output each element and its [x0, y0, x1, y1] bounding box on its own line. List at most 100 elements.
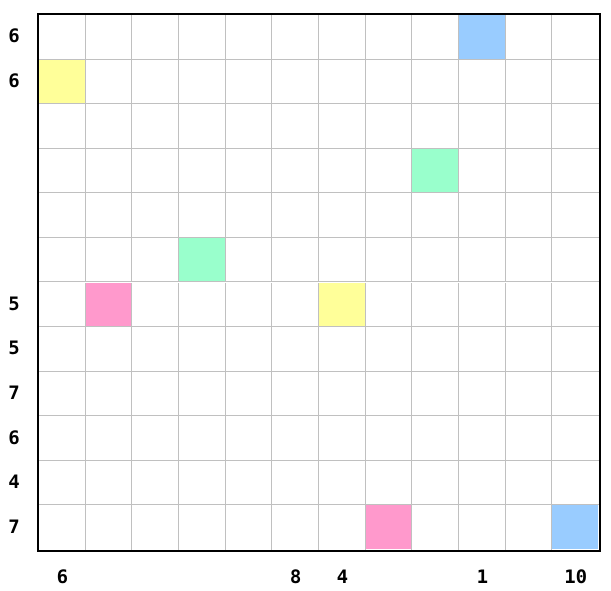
filled-cell[interactable]: [179, 237, 225, 282]
grid-cell-r7-c11[interactable]: [552, 327, 599, 372]
grid-cell-r1-c6[interactable]: [319, 59, 366, 105]
grid-cell-r4-c9[interactable]: [459, 193, 506, 238]
grid-cell-r9-c9[interactable]: [459, 416, 506, 461]
grid-cell-r2-c10[interactable]: [505, 104, 553, 149]
grid-cell-r6-c3[interactable]: [179, 282, 226, 328]
grid-cell-r8-c11[interactable]: [552, 372, 599, 417]
grid-cell-r1-c10[interactable]: [505, 59, 553, 105]
grid-cell-r4-c5[interactable]: [272, 193, 319, 238]
grid-cell-r7-c9[interactable]: [459, 327, 506, 372]
filled-cell[interactable]: [552, 505, 598, 549]
grid-cell-r8-c2[interactable]: [132, 371, 179, 417]
grid-cell-r4-c4[interactable]: [225, 193, 273, 238]
grid-cell-r9-c4[interactable]: [225, 416, 273, 461]
grid-cell-r2-c4[interactable]: [225, 104, 273, 149]
filled-cell[interactable]: [365, 505, 412, 549]
grid-cell-r7-c10[interactable]: [505, 327, 553, 372]
grid-cell-r1-c8[interactable]: [412, 59, 459, 105]
grid-cell-r8-c10[interactable]: [505, 371, 553, 417]
filled-cell[interactable]: [319, 282, 365, 327]
grid-cell-r7-c5[interactable]: [272, 327, 319, 372]
grid-cell-r6-c5[interactable]: [272, 282, 319, 328]
grid-cell-r1-c7[interactable]: [365, 59, 413, 105]
grid-cell-r2-c9[interactable]: [459, 104, 506, 149]
grid-cell-r9-c8[interactable]: [412, 416, 459, 461]
grid-cell-r6-c6[interactable]: [319, 282, 366, 328]
grid-cell-r2-c11[interactable]: [552, 104, 599, 149]
grid-cell-r4-c2[interactable]: [132, 193, 179, 238]
grid-cell-r7-c0[interactable]: [39, 327, 86, 372]
grid-cell-r3-c1[interactable]: [85, 148, 133, 194]
grid-cell-r9-c11[interactable]: [552, 416, 599, 461]
grid-cell-r7-c3[interactable]: [179, 327, 226, 372]
grid-cell-r4-c3[interactable]: [179, 193, 226, 238]
grid-cell-r11-c5[interactable]: [272, 505, 319, 550]
grid-cell-r9-c0[interactable]: [39, 416, 86, 461]
grid-cell-r8-c3[interactable]: [179, 371, 226, 417]
grid-cell-r8-c7[interactable]: [365, 371, 413, 417]
grid-cell-r9-c6[interactable]: [319, 416, 366, 461]
grid-cell-r9-c7[interactable]: [365, 416, 413, 461]
grid-cell-r9-c3[interactable]: [179, 416, 226, 461]
grid-cell-r5-c9[interactable]: [459, 237, 506, 283]
grid-cell-r5-c3[interactable]: [179, 237, 226, 283]
grid-cell-r2-c3[interactable]: [179, 104, 226, 149]
grid-cell-r2-c7[interactable]: [365, 104, 413, 149]
filled-cell[interactable]: [412, 148, 458, 193]
grid-cell-r7-c6[interactable]: [319, 327, 366, 372]
grid-cell-r2-c5[interactable]: [272, 104, 319, 149]
grid-cell-r11-c4[interactable]: [226, 505, 273, 550]
grid-cell-r9-c10[interactable]: [505, 416, 553, 461]
grid-cell-r8-c6[interactable]: [319, 371, 366, 417]
grid-cell-r8-c9[interactable]: [459, 371, 506, 417]
grid-cell-r6-c1[interactable]: [85, 282, 133, 328]
grid-cell-r0-c10[interactable]: [505, 15, 553, 60]
grid-cell-r8-c0[interactable]: [39, 371, 86, 417]
grid-cell-r3-c9[interactable]: [459, 148, 506, 194]
grid-cell-r2-c1[interactable]: [85, 104, 133, 149]
grid-cell-r0-c8[interactable]: [412, 15, 459, 60]
grid-cell-r4-c6[interactable]: [319, 193, 366, 238]
grid-cell-r0-c4[interactable]: [225, 15, 273, 60]
grid-cell-r5-c4[interactable]: [225, 237, 273, 283]
grid-cell-r6-c9[interactable]: [459, 282, 506, 328]
grid-cell-r0-c7[interactable]: [365, 15, 413, 60]
grid-cell-r4-c8[interactable]: [412, 193, 459, 238]
grid-cell-r1-c3[interactable]: [179, 59, 226, 105]
grid-cell-r6-c2[interactable]: [132, 282, 179, 328]
grid-cell-r9-c1[interactable]: [85, 416, 133, 461]
grid-cell-r1-c9[interactable]: [459, 59, 506, 105]
grid-cell-r3-c3[interactable]: [179, 148, 226, 194]
grid-cell-r6-c7[interactable]: [365, 282, 413, 328]
grid-cell-r2-c6[interactable]: [319, 104, 366, 149]
filled-cell[interactable]: [85, 282, 132, 327]
grid-cell-r6-c10[interactable]: [505, 282, 553, 328]
grid-cell-r0-c1[interactable]: [85, 15, 133, 60]
grid-cell-r11-c3[interactable]: [179, 505, 226, 550]
grid-cell-r5-c7[interactable]: [365, 237, 413, 283]
grid-cell-r7-c7[interactable]: [365, 327, 413, 372]
grid-cell-r10-c3[interactable]: [179, 460, 226, 506]
grid-cell-r4-c10[interactable]: [505, 193, 553, 238]
grid-cell-r11-c6[interactable]: [319, 505, 366, 550]
grid-cell-r3-c5[interactable]: [272, 148, 319, 194]
grid-cell-r10-c2[interactable]: [132, 460, 179, 506]
grid-cell-r4-c1[interactable]: [85, 193, 133, 238]
grid-cell-r0-c6[interactable]: [319, 15, 366, 60]
grid-cell-r7-c2[interactable]: [132, 327, 179, 372]
grid-cell-r5-c11[interactable]: [552, 238, 599, 283]
grid-cell-r0-c11[interactable]: [552, 15, 599, 60]
grid-cell-r4-c0[interactable]: [39, 193, 86, 238]
grid-cell-r2-c8[interactable]: [412, 104, 459, 149]
grid-cell-r5-c2[interactable]: [132, 237, 179, 283]
filled-cell[interactable]: [459, 15, 505, 59]
grid-cell-r2-c2[interactable]: [132, 104, 179, 149]
grid-cell-r1-c11[interactable]: [552, 60, 599, 105]
grid-cell-r2-c0[interactable]: [39, 104, 86, 149]
grid-cell-r5-c10[interactable]: [505, 237, 553, 283]
grid-cell-r8-c4[interactable]: [225, 371, 273, 417]
grid-cell-r5-c5[interactable]: [272, 237, 319, 283]
grid-cell-r1-c5[interactable]: [272, 59, 319, 105]
grid-cell-r5-c0[interactable]: [39, 237, 86, 283]
grid-cell-r11-c2[interactable]: [132, 505, 179, 550]
